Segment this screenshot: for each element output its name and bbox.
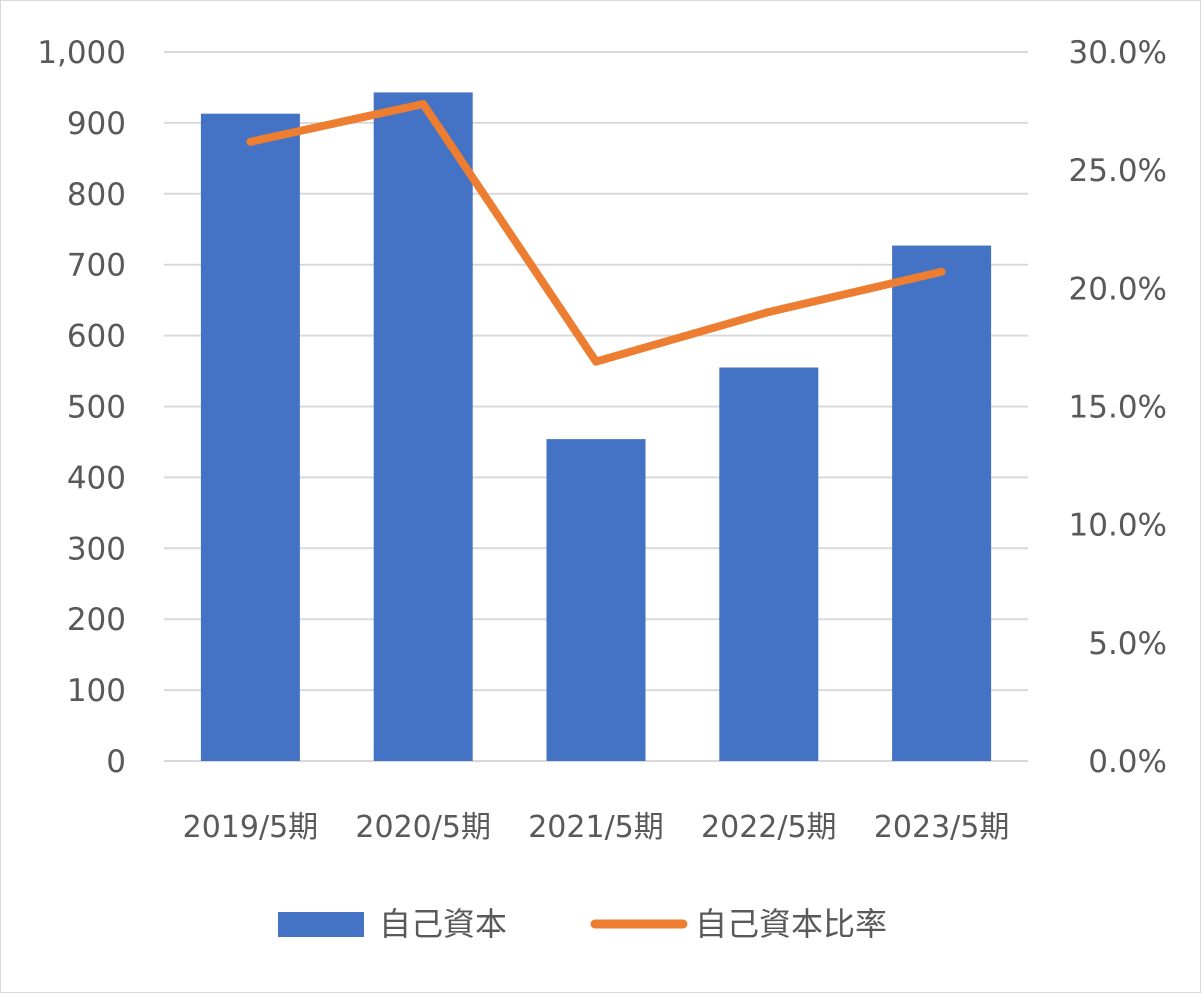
left-tick-label: 1,000 xyxy=(37,35,126,71)
left-tick-label: 700 xyxy=(67,248,126,284)
bar-series xyxy=(200,92,992,762)
left-tick-label: 0 xyxy=(106,744,126,780)
right-tick-label: 30.0% xyxy=(1069,35,1167,71)
right-tick-label: 5.0% xyxy=(1088,626,1167,662)
left-tick-label: 200 xyxy=(67,602,126,638)
bar xyxy=(719,367,819,761)
category-label: 2022/5期 xyxy=(701,810,837,845)
legend: 自己資本 自己資本比率 xyxy=(278,905,887,943)
legend-bar-swatch xyxy=(278,912,364,937)
left-tick-label: 100 xyxy=(67,673,126,709)
legend-bar-label: 自己資本 xyxy=(379,905,507,943)
left-axis: 0 100 200 300 400 500 600 700 800 900 1,000 xyxy=(37,35,126,780)
legend-line-label: 自己資本比率 xyxy=(695,905,887,943)
series-line xyxy=(246,99,946,366)
bar xyxy=(546,439,646,761)
right-tick-label: 0.0% xyxy=(1088,744,1167,780)
bar xyxy=(892,245,992,761)
left-tick-label: 300 xyxy=(67,531,126,567)
line-series xyxy=(246,99,946,366)
right-tick-label: 25.0% xyxy=(1069,153,1167,189)
category-label: 2019/5期 xyxy=(183,810,319,845)
right-tick-label: 15.0% xyxy=(1069,390,1167,426)
category-axis: 2019/5期 2020/5期 2021/5期 2022/5期 2023/5期 xyxy=(183,810,1010,845)
bar xyxy=(373,92,473,761)
category-label: 2020/5期 xyxy=(355,810,491,845)
left-tick-label: 500 xyxy=(67,390,126,426)
right-axis: 0.0% 5.0% 10.0% 15.0% 20.0% 25.0% 30.0% xyxy=(1069,35,1167,780)
left-tick-label: 400 xyxy=(67,460,126,496)
left-tick-label: 800 xyxy=(67,177,126,213)
category-label: 2021/5期 xyxy=(528,810,664,845)
category-label: 2023/5期 xyxy=(874,810,1010,845)
bar xyxy=(200,113,300,762)
right-tick-label: 10.0% xyxy=(1069,508,1167,544)
left-tick-label: 600 xyxy=(67,319,126,355)
right-tick-label: 20.0% xyxy=(1069,271,1167,307)
left-tick-label: 900 xyxy=(67,106,126,142)
